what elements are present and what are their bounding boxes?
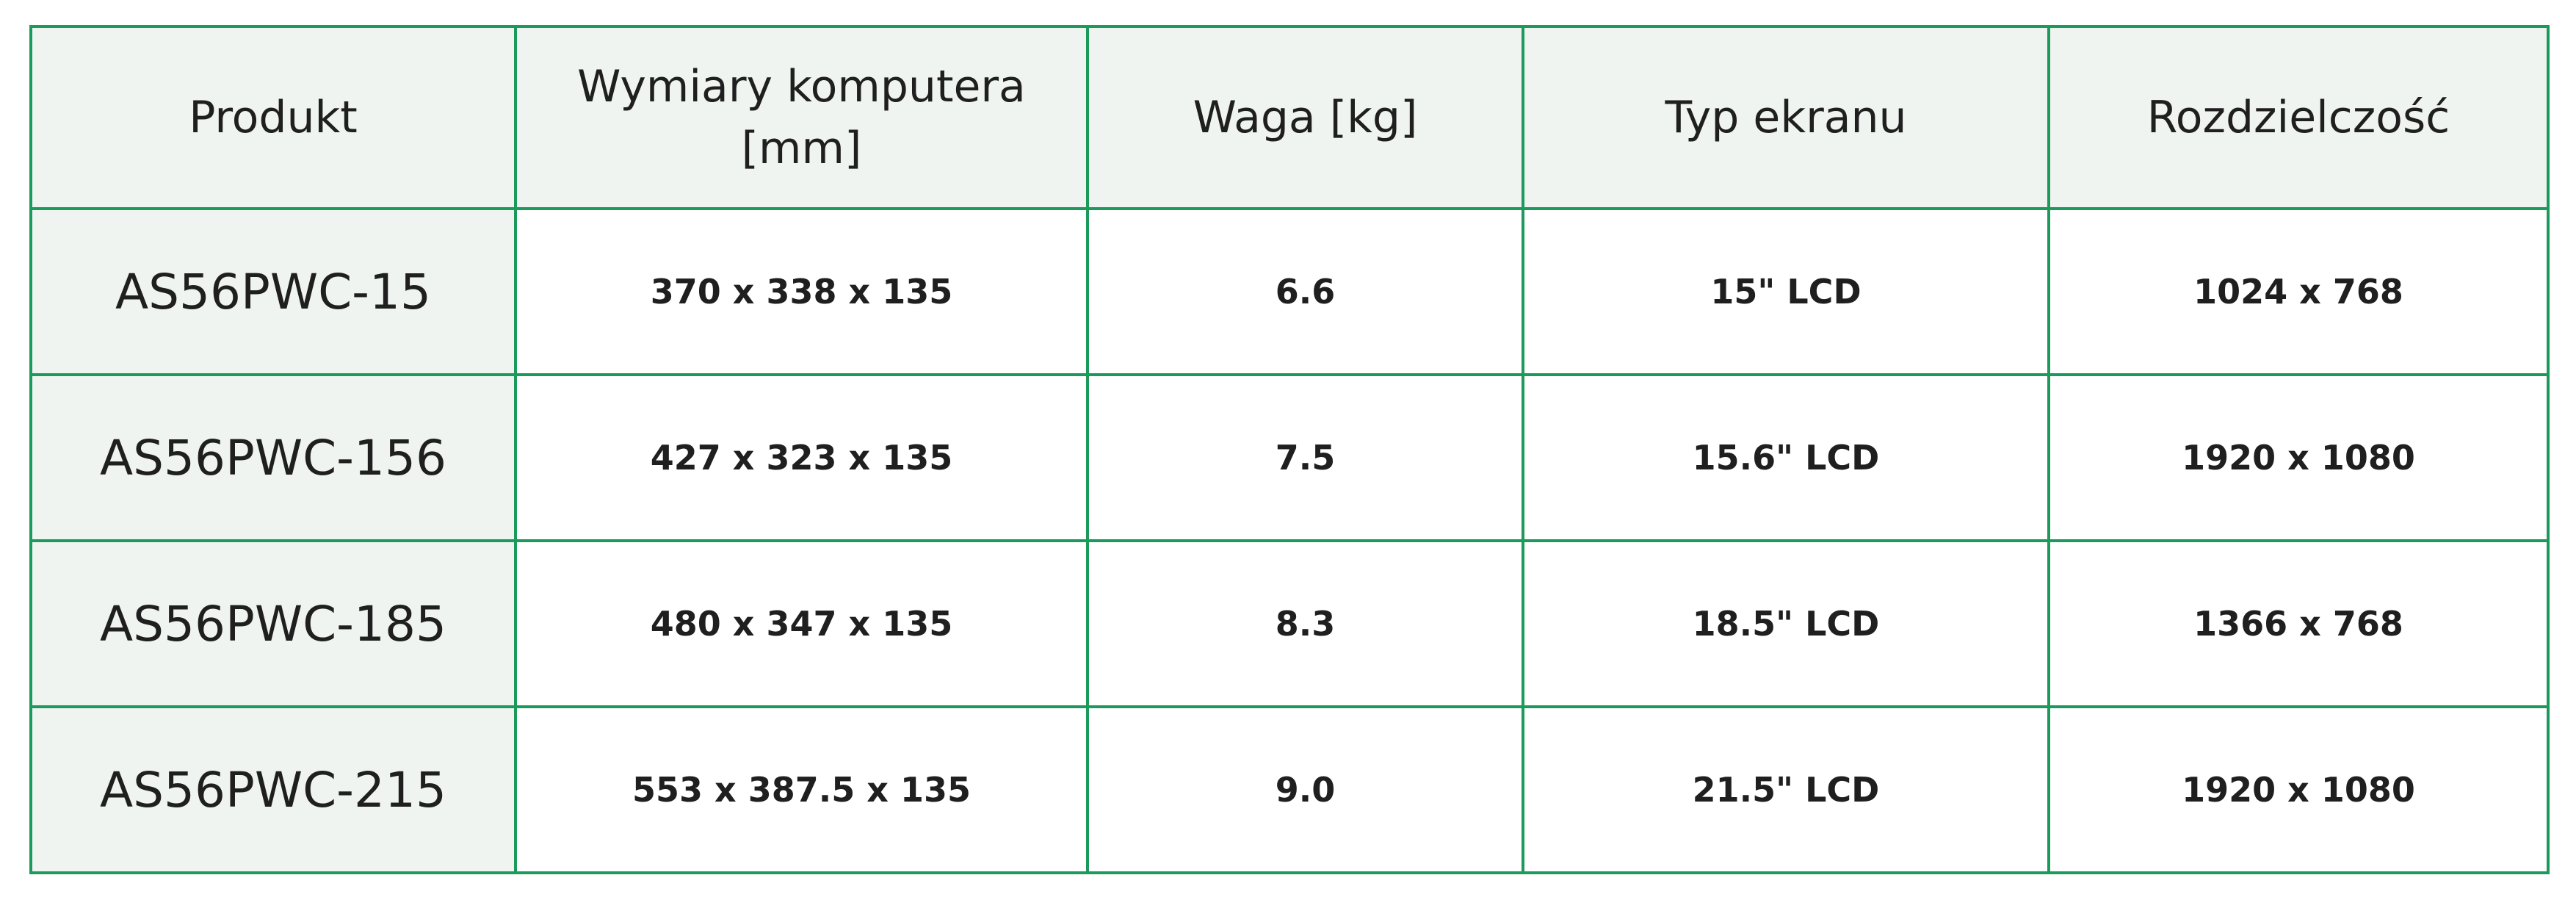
header-cell: Wymiary komputera [mm] [514, 25, 1089, 210]
data-cell: 480 x 347 x 135 [514, 539, 1089, 708]
header-cell: Waga [kg] [1086, 25, 1524, 210]
data-cell: 1920 x 1080 [2047, 705, 2550, 874]
table-body: AS56PWC-15 370 x 338 x 135 6.6 15" LCD 1024 … [29, 207, 2550, 874]
data-cell: 18.5" LCD [1522, 539, 2050, 708]
header-cell: Produkt [29, 25, 517, 210]
data-cell: 553 x 387.5 x 135 [514, 705, 1089, 874]
table-row: AS56PWC-156 427 x 323 x 135 7.5 15.6" LCD 19… [29, 373, 2550, 542]
data-cell: 15.6" LCD [1522, 373, 2050, 542]
table-row: AS56PWC-15 370 x 338 x 135 6.6 15" LCD 1024 … [29, 207, 2550, 376]
product-cell: AS56PWC-156 [29, 373, 517, 542]
header-cell: Typ ekranu [1522, 25, 2050, 210]
data-cell: 370 x 338 x 135 [514, 207, 1089, 376]
data-cell: 9.0 [1086, 705, 1524, 874]
header-row: Produkt Wymiary komputera [mm] Waga [kg] Ty… [29, 25, 2550, 210]
product-cell: AS56PWC-185 [29, 539, 517, 708]
data-cell: 1024 x 768 [2047, 207, 2550, 376]
table-row: AS56PWC-215 553 x 387.5 x 135 9.0 21.5" LCD… [29, 705, 2550, 874]
table-row: AS56PWC-185 480 x 347 x 135 8.3 18.5" LCD 13… [29, 539, 2550, 708]
data-cell: 1920 x 1080 [2047, 373, 2550, 542]
data-cell: 21.5" LCD [1522, 705, 2050, 874]
data-cell: 6.6 [1086, 207, 1524, 376]
data-cell: 427 x 323 x 135 [514, 373, 1089, 542]
header-cell: Rozdzielczość [2047, 25, 2550, 210]
data-cell: 7.5 [1086, 373, 1524, 542]
data-cell: 1366 x 768 [2047, 539, 2550, 708]
data-cell: 15" LCD [1522, 207, 2050, 376]
spec-table: Produkt Wymiary komputera [mm] Waga [kg] Ty… [29, 25, 2550, 874]
product-cell: AS56PWC-215 [29, 705, 517, 874]
product-cell: AS56PWC-15 [29, 207, 517, 376]
data-cell: 8.3 [1086, 539, 1524, 708]
